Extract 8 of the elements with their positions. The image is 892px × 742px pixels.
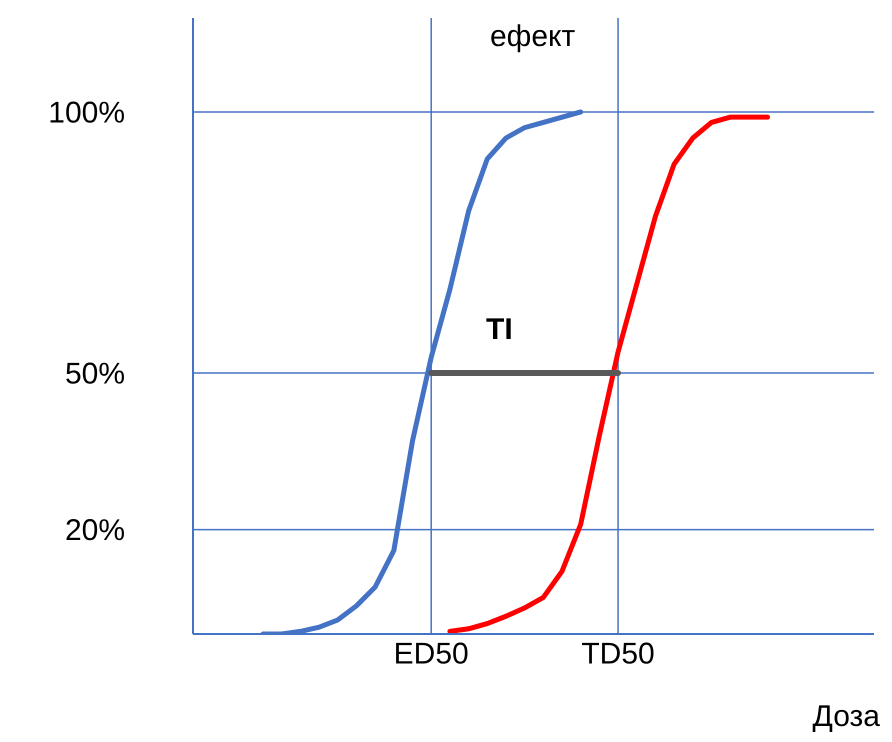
y-axis-title: ефект: [484, 20, 582, 54]
y-tick-label: 20%: [64, 514, 125, 548]
y-tick-label: 100%: [48, 96, 125, 130]
y-tick-label: 50%: [64, 358, 125, 391]
x-tick-label: ED50: [394, 637, 469, 670]
x-tick-label: TD50: [581, 637, 655, 670]
x-axis-title: Доза: [812, 700, 880, 734]
annotation: TI: [486, 313, 513, 347]
